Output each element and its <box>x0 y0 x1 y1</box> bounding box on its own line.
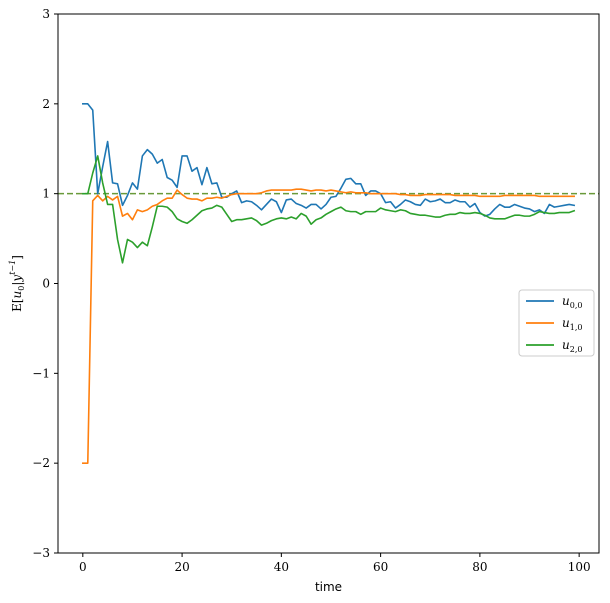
ylabel-u: u <box>10 291 24 299</box>
legend-items: u0,0 u1,0 u2,0 <box>526 294 582 354</box>
series-line-1 <box>82 188 575 464</box>
x-tick-label: 20 <box>174 560 189 574</box>
x-tick-label: 80 <box>472 560 487 574</box>
legend-label-2: u2,0 <box>562 338 582 354</box>
y-tick-label: 0 <box>42 277 50 291</box>
series-layer <box>82 103 576 464</box>
x-tick-label: 60 <box>373 560 388 574</box>
ylabel-close: ] <box>10 255 24 260</box>
ylabel-open: [ <box>10 298 24 303</box>
y-axis-ticks: −3 −2 −1 0 1 2 3 <box>32 7 58 560</box>
y-tick-label: −2 <box>32 456 50 470</box>
svg-text:E[u0|yt−1]: E[u0|yt−1] <box>8 255 26 312</box>
plot-area <box>58 14 599 553</box>
y-tick-label: 1 <box>42 187 50 201</box>
y-tick-label: 2 <box>42 97 50 111</box>
legend-label-0: u0,0 <box>562 294 582 310</box>
ylabel-y: y <box>10 275 24 283</box>
x-tick-label: 40 <box>274 560 289 574</box>
y-axis-title: E[u0|yt−1] <box>8 255 26 312</box>
legend-label-1: u1,0 <box>562 316 582 332</box>
x-tick-label: 0 <box>79 560 87 574</box>
legend-box <box>518 289 595 357</box>
y-tick-label: −1 <box>32 366 50 380</box>
x-tick-label: 100 <box>568 560 591 574</box>
ylabel-u-sub: 0 <box>17 286 26 291</box>
x-axis-title: time <box>315 580 342 594</box>
series-line-2 <box>82 155 576 264</box>
y-tick-label: −3 <box>32 546 50 560</box>
ylabel-y-sup: t−1 <box>8 260 17 275</box>
ylabel-e: E <box>10 303 24 312</box>
series-line-0 <box>82 103 576 217</box>
legend: u0,0 u1,0 u2,0 <box>518 289 595 357</box>
x-axis-ticks: 0 20 40 60 80 100 <box>79 553 591 574</box>
y-tick-label: 3 <box>42 7 50 21</box>
ylabel-bar: | <box>10 282 24 286</box>
